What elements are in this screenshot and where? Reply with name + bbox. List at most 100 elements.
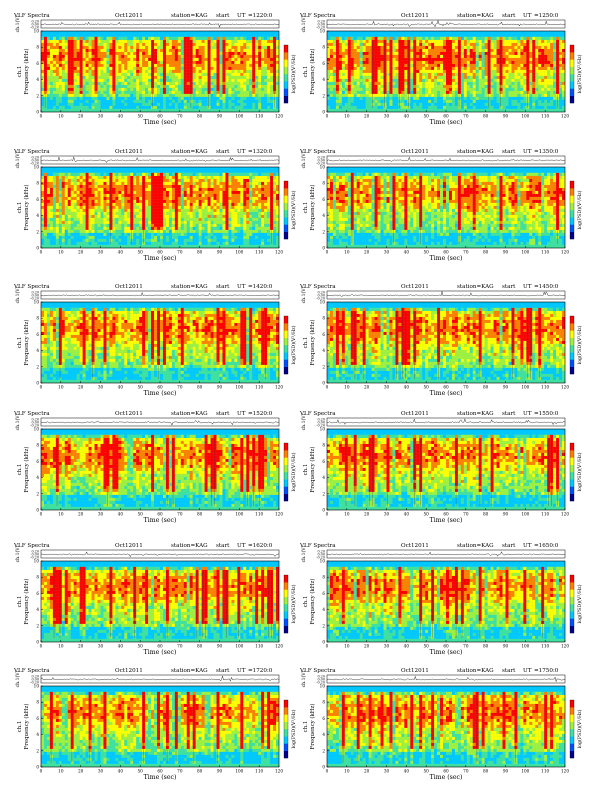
heatmap-cell xyxy=(98,55,101,58)
heatmap-cell xyxy=(503,88,506,91)
heatmap-cell xyxy=(148,197,151,200)
heatmap-cell xyxy=(449,67,452,70)
heatmap-cell xyxy=(47,182,50,185)
heatmap-cell xyxy=(532,43,535,46)
heatmap-cell xyxy=(151,197,154,200)
heatmap-cell xyxy=(366,43,369,46)
heatmap-cell xyxy=(419,67,422,70)
heatmap-cell xyxy=(470,91,473,94)
heatmap-cell xyxy=(222,67,225,70)
heatmap-cell xyxy=(95,191,98,194)
heatmap-cell xyxy=(145,233,148,236)
heatmap-cell xyxy=(217,55,220,58)
heatmap-cell xyxy=(497,76,500,79)
heatmap-cell xyxy=(92,209,95,212)
heatmap-cell xyxy=(163,76,166,79)
heatmap-cell xyxy=(83,212,86,215)
heatmap-cell xyxy=(92,46,95,49)
heatmap-cell xyxy=(101,182,104,185)
heatmap-cell xyxy=(339,61,342,64)
heatmap-cell xyxy=(74,43,77,46)
heatmap-cell xyxy=(372,76,375,79)
heatmap-cell xyxy=(520,82,523,85)
heatmap-cell xyxy=(106,85,109,88)
heatmap-cell xyxy=(372,55,375,58)
heatmap-cell xyxy=(59,73,62,76)
heatmap-cell xyxy=(401,55,404,58)
heatmap-cell xyxy=(139,188,142,191)
heatmap-cell xyxy=(142,46,145,49)
heatmap-cell xyxy=(41,242,44,245)
heatmap-cell xyxy=(384,37,387,40)
heatmap-cell xyxy=(196,67,199,70)
heatmap-cell xyxy=(65,103,68,106)
heatmap-cell xyxy=(425,40,428,43)
heatmap-cell xyxy=(276,43,279,46)
heatmap-cell xyxy=(407,76,410,79)
heatmap-cell xyxy=(559,73,562,76)
heatmap-cell xyxy=(508,61,511,64)
heatmap-cell xyxy=(404,91,407,94)
heatmap-cell xyxy=(237,103,240,106)
heatmap-cell xyxy=(157,182,160,185)
heatmap-cell xyxy=(127,212,130,215)
heatmap-cell xyxy=(181,73,184,76)
heatmap-cell xyxy=(202,61,205,64)
heatmap-cell xyxy=(345,106,348,109)
heatmap-cell xyxy=(378,61,381,64)
heatmap-cell xyxy=(276,67,279,70)
heatmap-cell xyxy=(497,106,500,109)
heatmap-cell xyxy=(225,37,228,40)
heatmap-cell xyxy=(398,97,401,100)
heatmap-cell xyxy=(354,97,357,100)
heatmap-cell xyxy=(139,221,142,224)
heatmap-cell xyxy=(53,239,56,242)
heatmap-cell xyxy=(392,52,395,55)
heatmap-cell xyxy=(193,100,196,103)
heatmap-cell xyxy=(378,70,381,73)
heatmap-cell xyxy=(506,103,509,106)
heatmap-cell xyxy=(342,85,345,88)
heatmap-cell xyxy=(360,52,363,55)
heatmap-cell xyxy=(348,58,351,61)
heatmap-cell xyxy=(467,76,470,79)
heatmap-cell xyxy=(59,236,62,239)
heatmap-cell xyxy=(508,106,511,109)
heatmap-cell xyxy=(103,82,106,85)
heatmap-cell xyxy=(151,215,154,218)
heatmap-cell xyxy=(101,194,104,197)
heatmap-cell xyxy=(160,103,163,106)
heatmap-cell xyxy=(559,103,562,106)
colorbar-segment xyxy=(570,74,574,81)
heatmap-cell xyxy=(252,85,255,88)
heatmap-cell xyxy=(103,176,106,179)
heatmap-cell xyxy=(68,79,71,82)
heatmap-cell xyxy=(494,88,497,91)
heatmap-cell xyxy=(112,236,115,239)
heatmap-cell xyxy=(425,97,428,100)
heatmap-cell xyxy=(273,88,276,91)
heatmap-cell xyxy=(562,40,565,43)
heatmap-cell xyxy=(184,40,187,43)
heatmap-cell xyxy=(231,67,234,70)
heatmap-cell xyxy=(77,79,80,82)
heatmap-cell xyxy=(95,64,98,67)
heatmap-cell xyxy=(351,100,354,103)
heatmap-cell xyxy=(50,200,53,203)
heatmap-cell xyxy=(416,46,419,49)
heatmap-cell xyxy=(136,52,139,55)
heatmap-cell xyxy=(65,67,68,70)
heatmap-cell xyxy=(121,103,124,106)
heatmap-cell xyxy=(351,73,354,76)
heatmap-cell xyxy=(44,85,47,88)
heatmap-cell xyxy=(220,58,223,61)
heatmap-cell xyxy=(175,106,178,109)
heatmap-cell xyxy=(330,106,333,109)
heatmap-cell xyxy=(336,88,339,91)
heatmap-cell xyxy=(375,85,378,88)
heatmap-cell xyxy=(446,70,449,73)
heatmap-cell xyxy=(80,40,83,43)
heatmap-cell xyxy=(68,106,71,109)
heatmap-cell xyxy=(208,85,211,88)
heatmap-cell xyxy=(83,94,86,97)
